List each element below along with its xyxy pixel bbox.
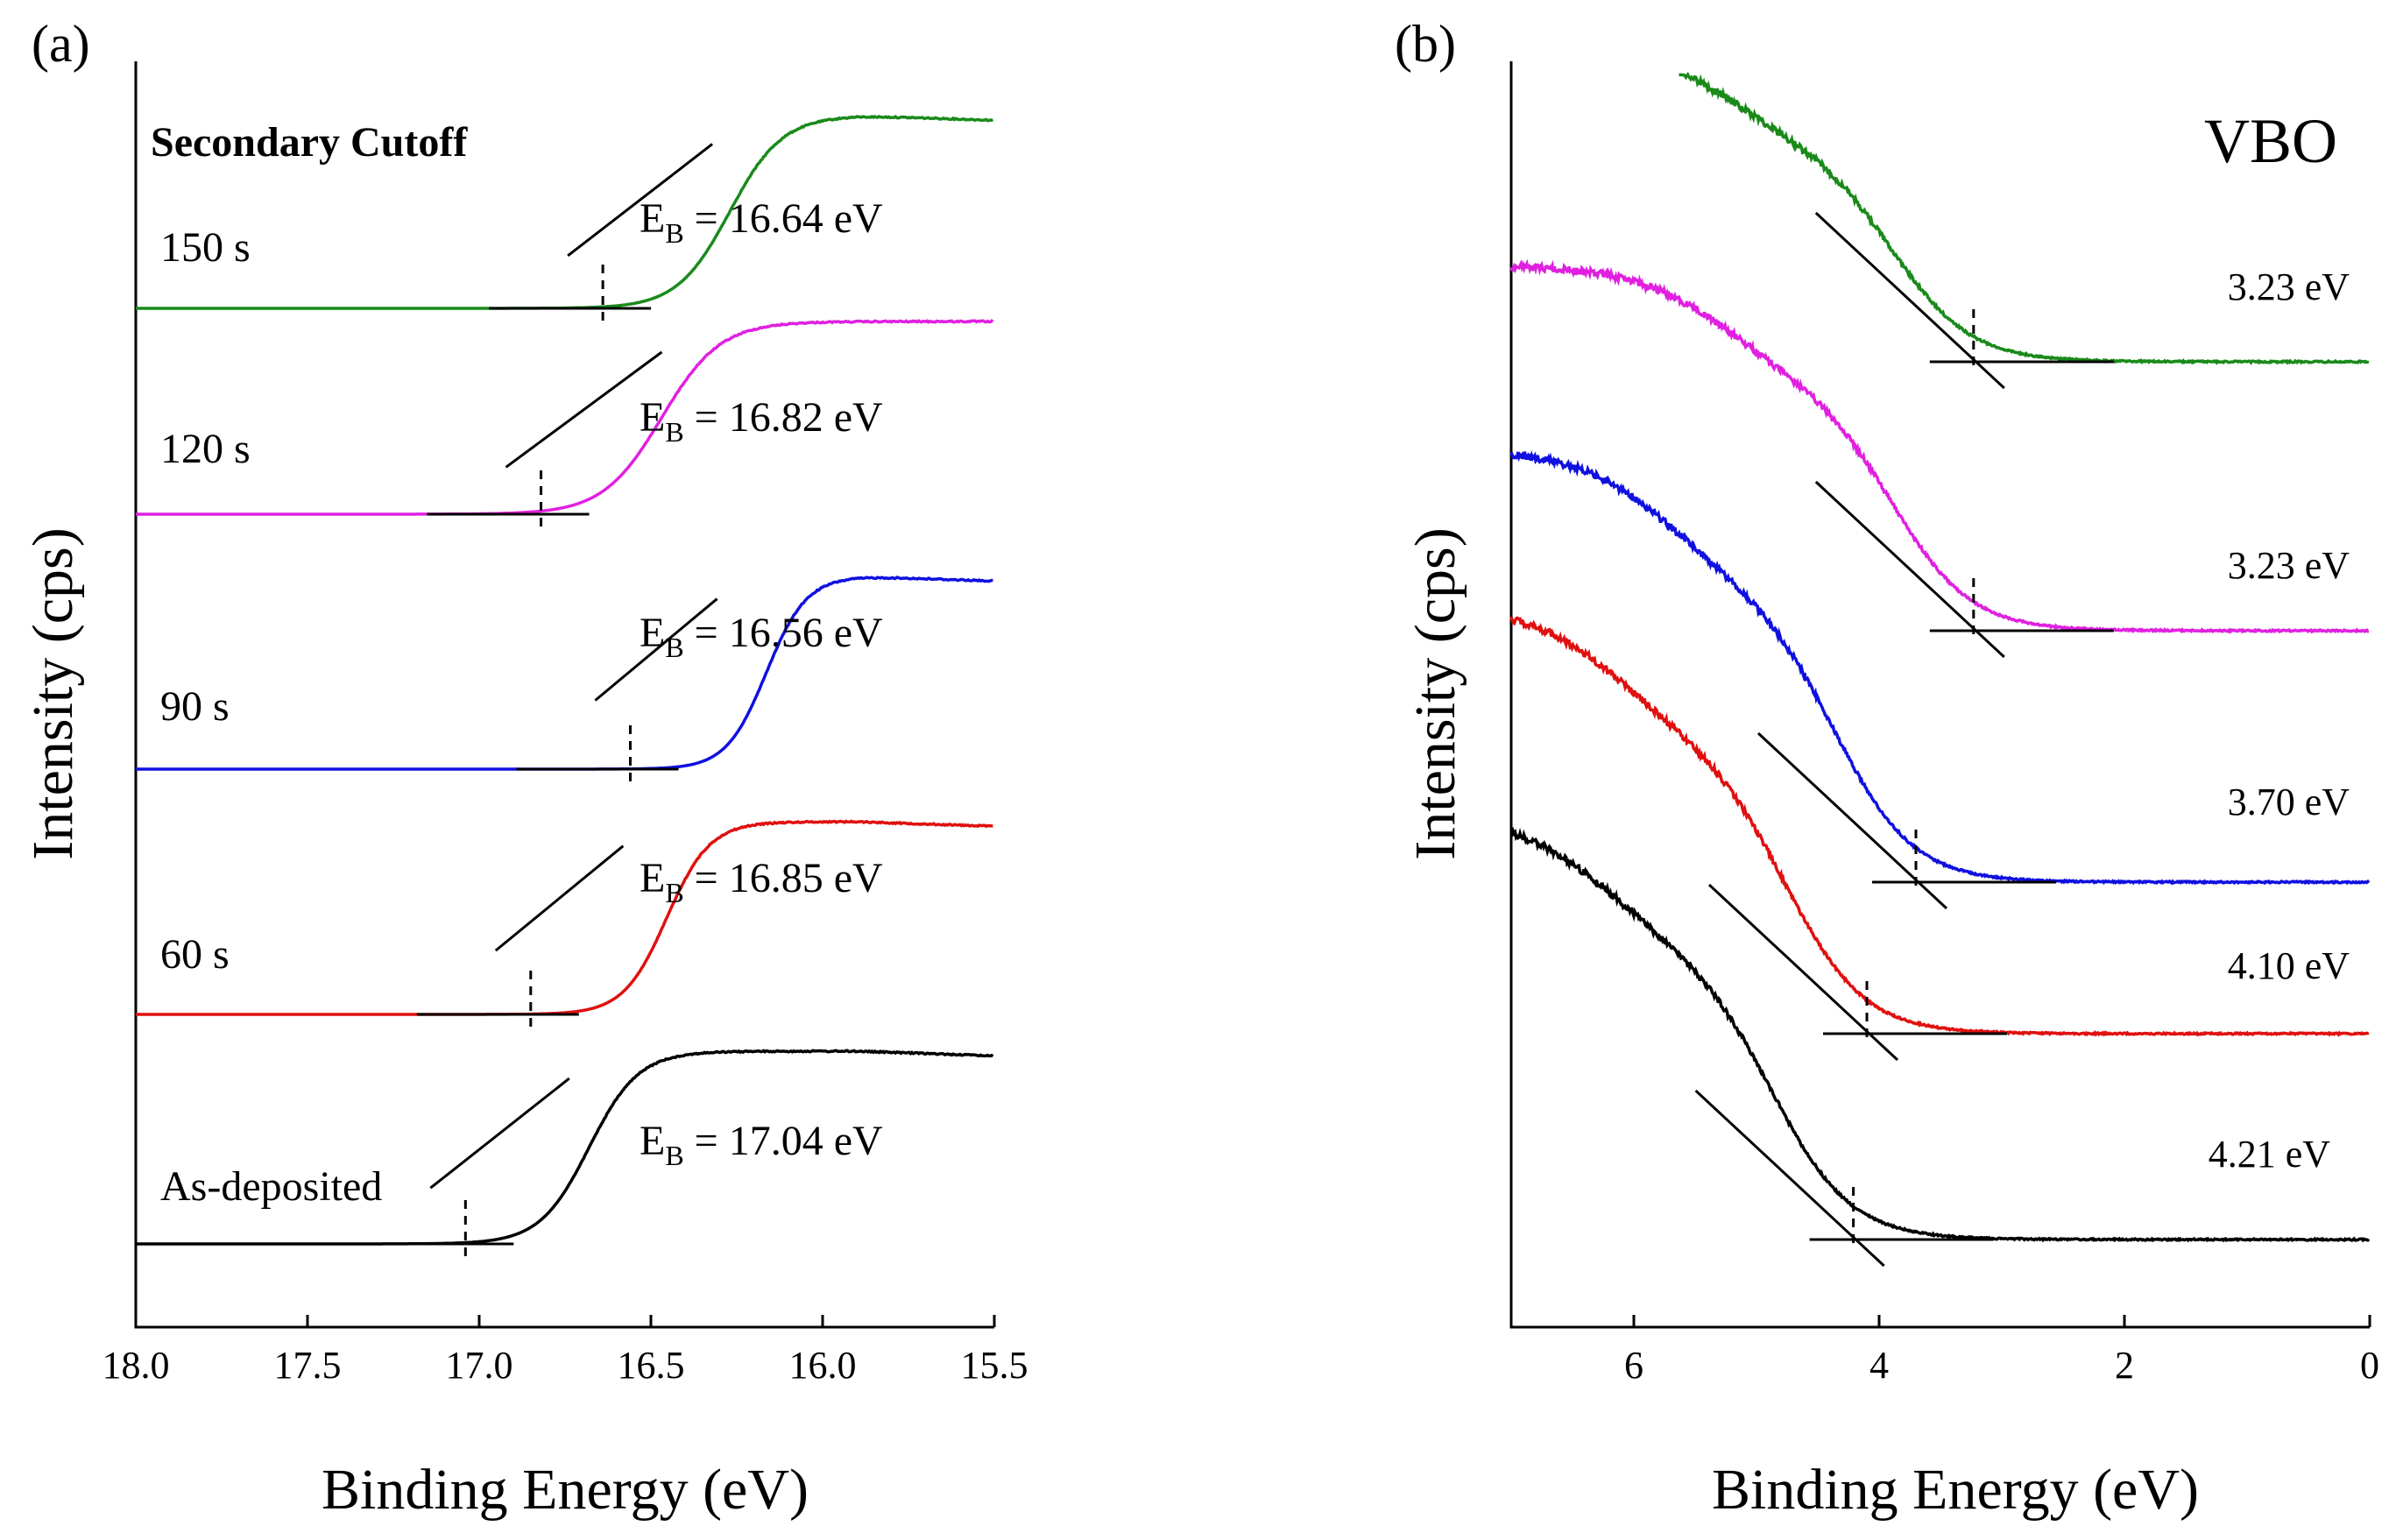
panel-a-curves <box>136 114 994 1246</box>
panel-a-curve <box>136 319 994 516</box>
panel-b-label: (b) <box>1395 15 1456 73</box>
panel-a-tangent-line <box>494 844 625 952</box>
panel-a-series-label: 60 s <box>160 931 230 978</box>
panel-a-curve <box>136 576 993 771</box>
panel-b-xticks: 6 4 2 0 <box>1624 1315 2379 1387</box>
panel-b-xtick-label: 6 <box>1624 1344 1643 1387</box>
panel-b-xtick-label: 4 <box>1869 1344 1889 1387</box>
panel-a-series-label: As-deposited <box>160 1163 382 1210</box>
panel-b-curve <box>1679 71 2370 365</box>
panel-a-label: (a) <box>32 15 90 73</box>
panel-a-xticks: 18.0 17.5 17.0 16.5 16.0 15.5 <box>102 1315 1028 1387</box>
panel-a-xtick-label: 18.0 <box>102 1344 170 1387</box>
panel-b-axes <box>1509 61 2370 1329</box>
panel-b-curves <box>1509 71 2371 1243</box>
panel-a-xlabel: Binding Energy (eV) <box>322 1458 809 1522</box>
panel-a-cutoff-value: EB = 17.04 eV <box>640 1118 883 1171</box>
panel-b-xlabel: Binding Energy (eV) <box>1712 1458 2199 1522</box>
panel-a-cutoff-value: EB = 16.64 eV <box>640 195 883 249</box>
panel-a-xtick-label: 16.5 <box>618 1344 685 1387</box>
panel-a-xtick-label: 16.0 <box>789 1344 857 1387</box>
panel-b-curve <box>1509 826 2371 1243</box>
panel-b-fits <box>1694 211 2114 1268</box>
panel-a-series-label: 90 s <box>160 683 230 730</box>
panel-b: (b) 6 4 2 0 Binding Energy (eV) Intensity (… <box>1395 15 2379 1522</box>
panel-a-tangent-line <box>594 597 718 702</box>
panel-a-tangent-line <box>429 1077 570 1190</box>
panel-a-xtick-label: 17.5 <box>274 1344 342 1387</box>
panel-a-title: Secondary Cutoff <box>151 119 468 166</box>
panel-b-curve <box>1509 616 2370 1037</box>
panel-a-cutoff-value: EB = 16.82 eV <box>640 394 883 448</box>
panel-a-series-label: 120 s <box>160 426 251 472</box>
panel-b-vbm-value: 4.21 eV <box>2209 1133 2331 1176</box>
panel-a-xtick-label: 15.5 <box>961 1344 1028 1387</box>
panel-b-vbm-value: 3.23 eV <box>2228 265 2350 308</box>
panel-a-fits <box>351 143 718 1257</box>
panel-b-xtick-label: 2 <box>2115 1344 2134 1387</box>
panel-a-curve <box>136 819 993 1016</box>
panel-a-tangent-line <box>505 350 663 469</box>
panel-b-title: VBO <box>2204 106 2337 176</box>
panel-b-curve <box>1509 258 2370 634</box>
panel-b-vbm-value: 4.10 eV <box>2228 944 2350 987</box>
panel-b-vbm-value: 3.23 eV <box>2228 544 2350 587</box>
panel-a-curve <box>136 1049 994 1246</box>
panel-b-vbm-value: 3.70 eV <box>2228 781 2350 823</box>
panel-a-ylabel: Intensity (cps) <box>21 527 85 859</box>
panel-a-cutoff-value: EB = 16.56 eV <box>640 610 883 663</box>
panel-b-curve <box>1509 449 2371 886</box>
panel-a-tangent-line <box>567 143 713 258</box>
panel-b-xtick-label: 0 <box>2360 1344 2379 1387</box>
panel-a-annotations: 150 s EB = 16.64 eV 120 s EB = 16.82 eV 90 s… <box>160 195 883 1210</box>
panel-b-annotations: 3.23 eV 3.23 eV 3.70 eV 4.10 eV 4.21 eV <box>2209 265 2350 1176</box>
panel-a-cutoff-value: EB = 16.85 eV <box>640 855 883 908</box>
panel-a-xtick-label: 17.0 <box>446 1344 513 1387</box>
panel-a-series-label: 150 s <box>160 224 251 271</box>
panel-a: (a) 18.0 17.5 17.0 16.5 16.0 15.5 Binding Ene… <box>21 15 1028 1522</box>
panel-b-ylabel: Intensity (cps) <box>1403 527 1467 859</box>
